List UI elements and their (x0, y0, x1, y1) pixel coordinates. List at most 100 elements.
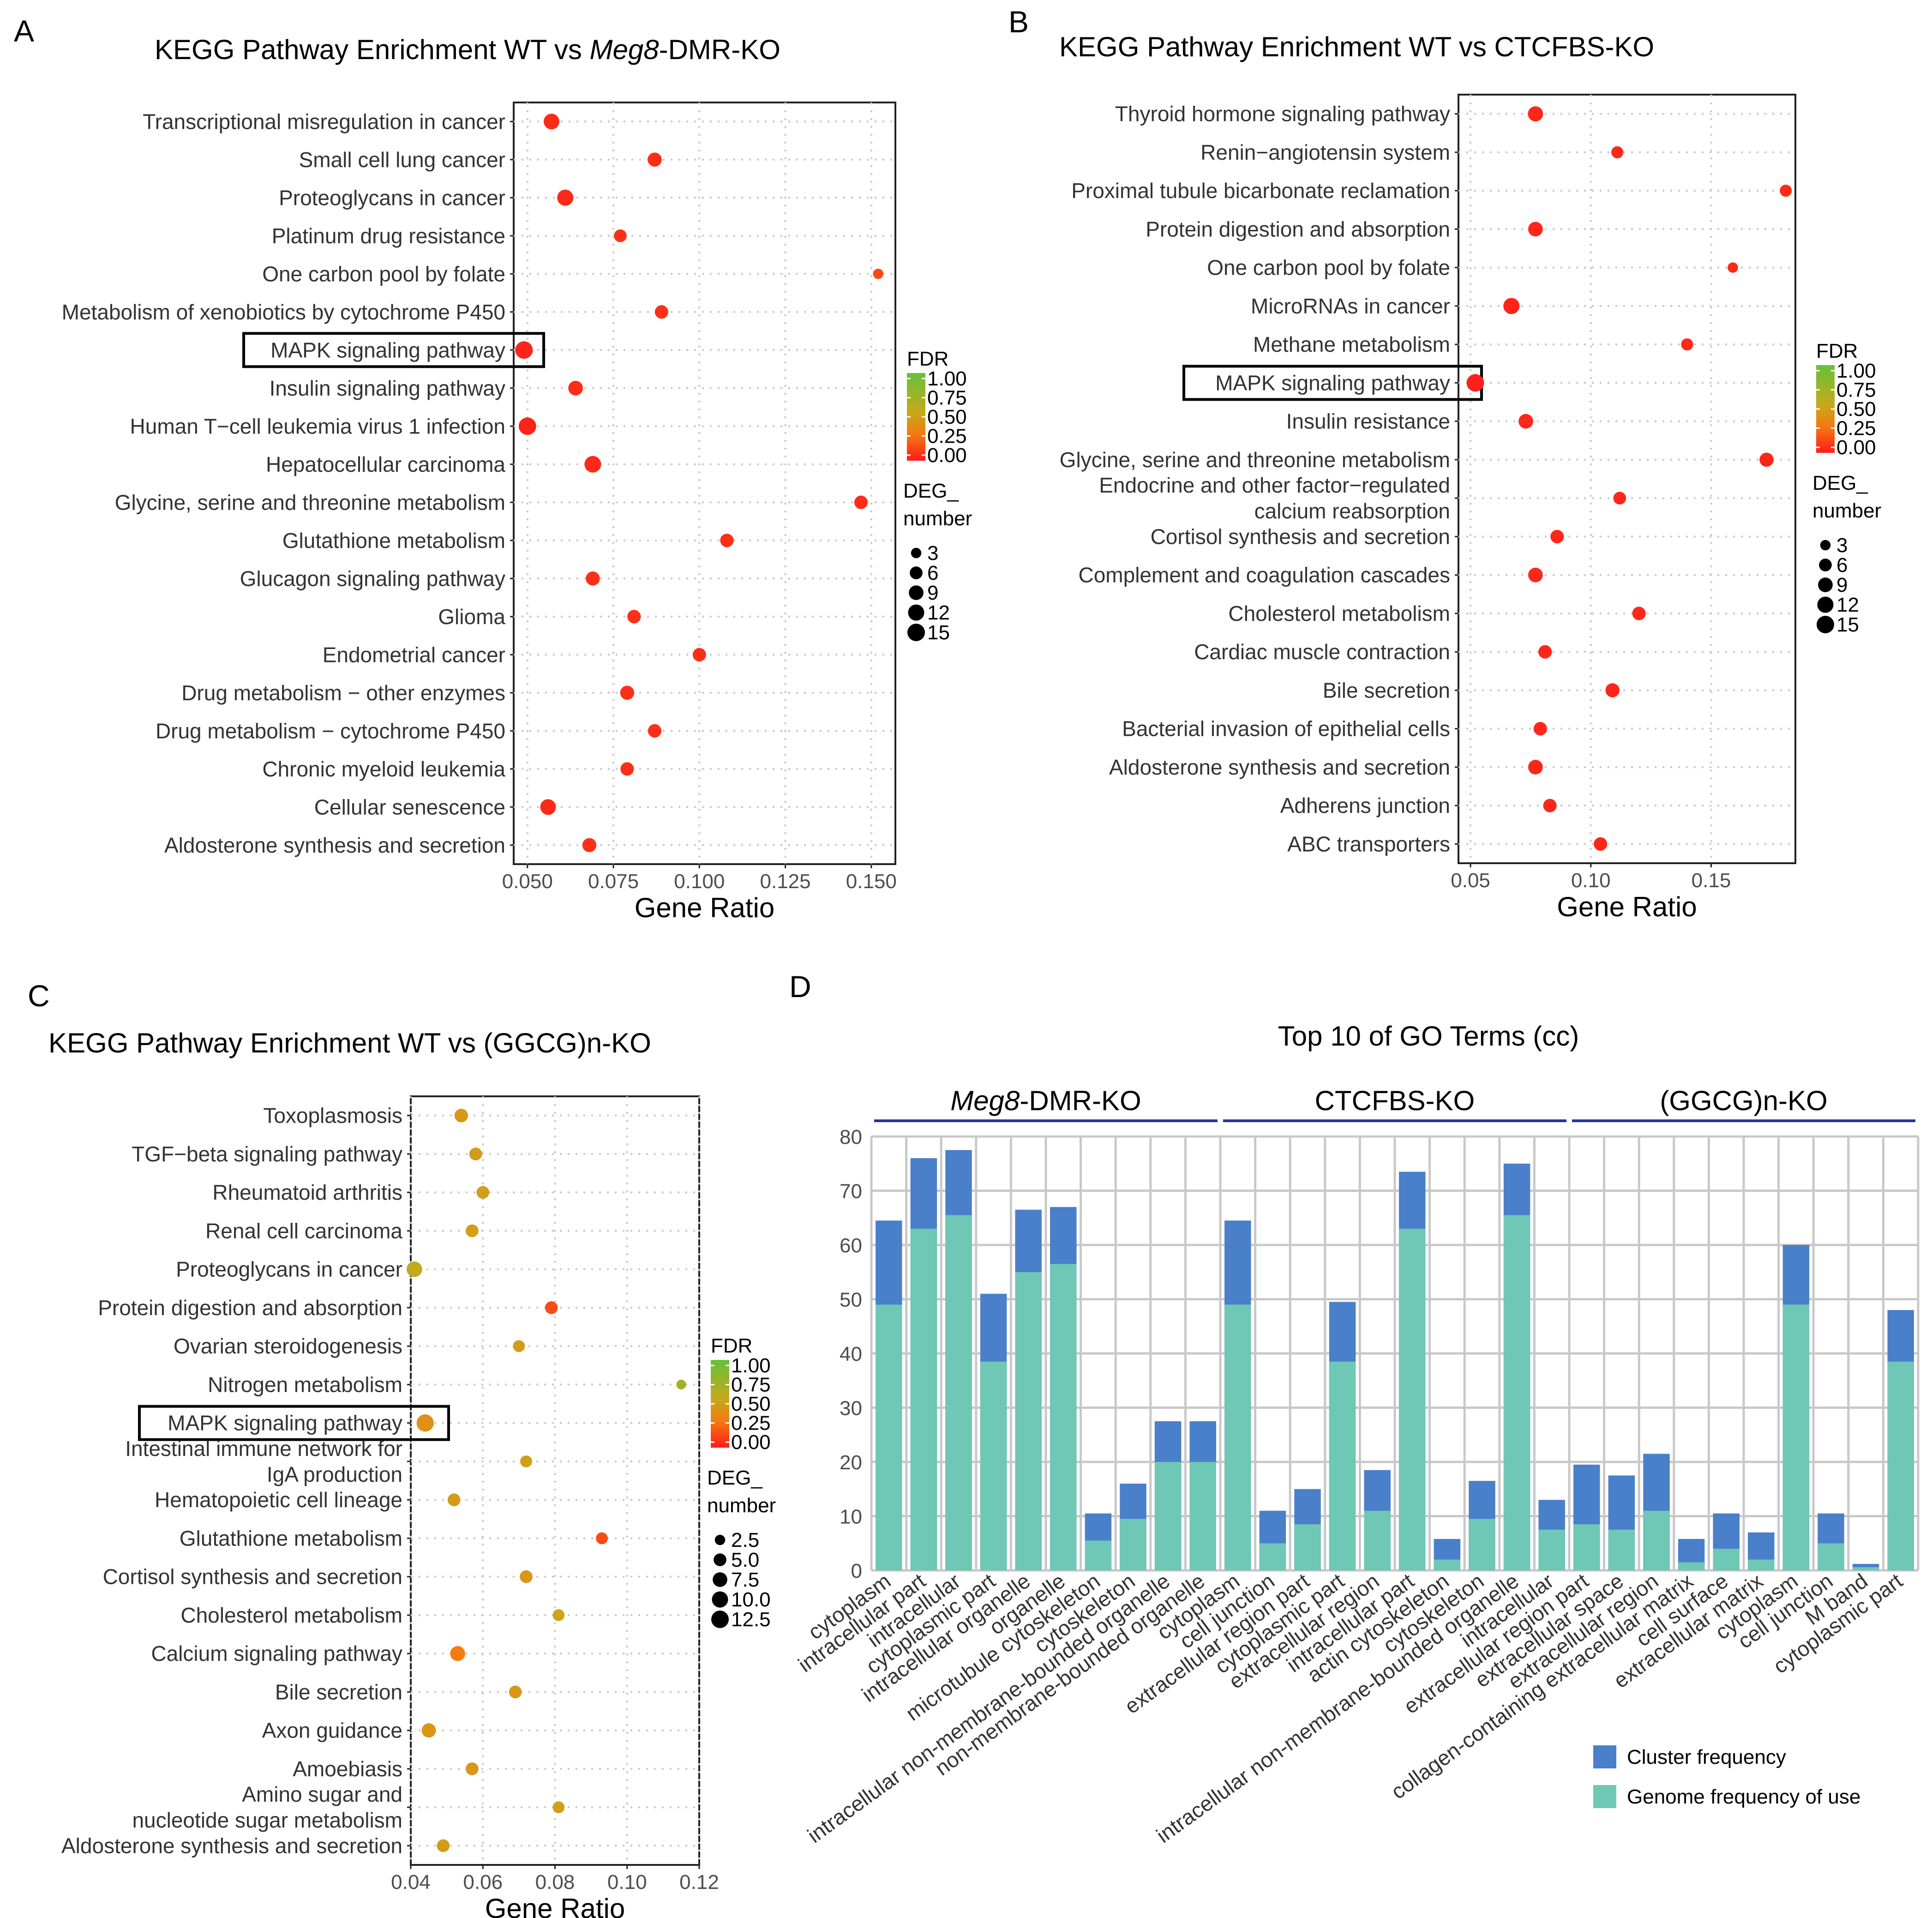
category-label-line: IgA production (267, 1462, 402, 1486)
deg-legend-title: DEG_ (1812, 472, 1868, 494)
bar-genome-frequency (1434, 1559, 1461, 1570)
data-point (582, 838, 597, 852)
panel-c-title: KEGG Pathway Enrichment WT vs (GGCG)n-KO (48, 1028, 651, 1058)
panel-b-dotplot: Thyroid hormone signaling pathway Renin−a… (1060, 94, 1881, 922)
deg-legend-title: number (903, 507, 972, 530)
panel-letter-b: B (1008, 5, 1029, 39)
deg-legend-title: DEG_ (903, 480, 959, 502)
category-label: Glutathione metabolism (282, 529, 505, 553)
category-label: Hepatocellular carcinoma (266, 452, 505, 476)
data-point (513, 1340, 525, 1353)
bar-genome-frequency (1329, 1361, 1356, 1570)
data-point (1632, 607, 1646, 620)
category-label-line: Endocrine and other factor−regulated (1099, 473, 1450, 497)
bar-genome-frequency (1085, 1540, 1112, 1570)
fdr-tick-label: 0.00 (1836, 436, 1876, 459)
data-point (614, 229, 627, 242)
y-tick-label: 40 (840, 1343, 862, 1365)
bar-genome-frequency (1608, 1529, 1635, 1570)
panel-letter-c: C (28, 979, 50, 1013)
category-label: MAPK signaling pathway (168, 1411, 402, 1435)
deg-legend-dot (714, 1534, 726, 1545)
category-label: Cholesterol metabolism (1228, 601, 1450, 625)
deg-legend-dot (1820, 540, 1831, 551)
category-label: One carbon pool by folate (1207, 256, 1450, 280)
category-label: Glioma (438, 605, 505, 629)
fdr-tick-label: 1.00 (927, 367, 967, 390)
fdr-tick-label: 0.75 (927, 387, 967, 409)
bar-genome-frequency (1538, 1529, 1565, 1570)
category-label: Cellular senescence (314, 795, 505, 819)
category-label: Transcriptional misregulation in cancer (143, 109, 505, 133)
bar-genome-frequency (1818, 1543, 1844, 1570)
y-tick-label: 50 (840, 1289, 862, 1311)
panel-a-title-italic: Meg8 (590, 34, 660, 65)
panel-a-title: KEGG Pathway Enrichment WT vs Meg8-DMR-K… (155, 34, 780, 65)
data-point (416, 1414, 434, 1432)
legend-label: Cluster frequency (1627, 1746, 1786, 1768)
category-label: Endometrial cancer (323, 643, 505, 667)
deg-legend-dot (911, 547, 922, 559)
x-axis-title: Gene Ratio (485, 1893, 625, 1918)
category-label: Aldosterone synthesis and secretion (1109, 755, 1450, 779)
category-label: MAPK signaling pathway (270, 338, 505, 362)
data-point (518, 417, 536, 435)
y-tick-label: 60 (840, 1234, 862, 1257)
highlight-box (242, 332, 545, 368)
deg-legend-dot (1819, 559, 1832, 571)
deg-legend-label: 10.0 (731, 1588, 771, 1611)
category-label: Thyroid hormone signaling pathway (1115, 102, 1450, 126)
fdr-tick-label: 0.25 (731, 1412, 771, 1435)
category-label: Bacterial invasion of epithelial cells (1122, 717, 1450, 741)
bar-genome-frequency (1503, 1215, 1530, 1570)
category-label: Aldosterone synthesis and secretion (61, 1834, 402, 1858)
category-label: Cholesterol metabolism (180, 1603, 402, 1627)
data-point (654, 305, 668, 319)
category-label: Drug metabolism − cytochrome P450 (156, 719, 505, 743)
data-point (1728, 262, 1738, 273)
data-point (476, 1186, 490, 1199)
deg-legend-dot (1818, 577, 1833, 592)
category-label: Rheumatoid arthritis (212, 1180, 402, 1204)
category-label: Glycine, serine and threonine metabolism (1060, 448, 1450, 472)
bar-genome-frequency (1748, 1559, 1775, 1570)
category-label: Ovarian steroidogenesis (174, 1334, 402, 1358)
panel-d-barchart: 01020304050607080cytoplasmintracellular … (794, 1085, 1920, 1847)
deg-legend-dot (908, 604, 924, 621)
category-label: Aldosterone synthesis and secretion (164, 833, 505, 857)
data-point (1538, 645, 1552, 659)
fdr-tick-label: 0.25 (927, 425, 967, 448)
data-point (520, 1455, 532, 1467)
deg-legend-dot (1817, 596, 1834, 613)
plot-frame (513, 102, 896, 865)
fdr-tick-label: 0.75 (1836, 379, 1876, 402)
data-point (406, 1261, 422, 1277)
data-point (648, 152, 662, 167)
bar-genome-frequency (980, 1361, 1007, 1570)
bar-genome-frequency (1259, 1543, 1286, 1570)
data-point (1594, 837, 1608, 851)
deg-legend-dot (714, 1553, 726, 1566)
data-point (515, 341, 533, 359)
bar-genome-frequency (945, 1215, 972, 1570)
plot-frame (410, 1095, 700, 1866)
category-label: Human T−cell leukemia virus 1 infection (130, 414, 505, 438)
fdr-legend-title: FDR (1816, 340, 1858, 362)
deg-legend-label: 9 (927, 582, 938, 604)
fdr-tick-label: 0.50 (927, 406, 967, 428)
group-label: (GGCG)n-KO (1660, 1085, 1827, 1116)
panel-c-dotplot: Toxoplasmosis TGF−beta signaling pathway R… (61, 1095, 776, 1918)
category-label: Protein digestion and absorption (1146, 217, 1450, 241)
data-point (620, 762, 634, 776)
y-tick-label: 10 (840, 1506, 862, 1528)
x-tick-label: 0.050 (502, 870, 553, 893)
data-point (1759, 452, 1774, 467)
bar-genome-frequency (1469, 1519, 1495, 1570)
panel-a-title-part1: KEGG Pathway Enrichment WT vs (155, 34, 590, 65)
data-point (648, 724, 662, 738)
category-label: Chronic myeloid leukemia (262, 757, 505, 781)
deg-legend-title: number (1812, 499, 1881, 522)
category-label: Amino sugar and nucleotide sugar metaboli… (132, 1782, 402, 1832)
data-point (437, 1839, 450, 1852)
